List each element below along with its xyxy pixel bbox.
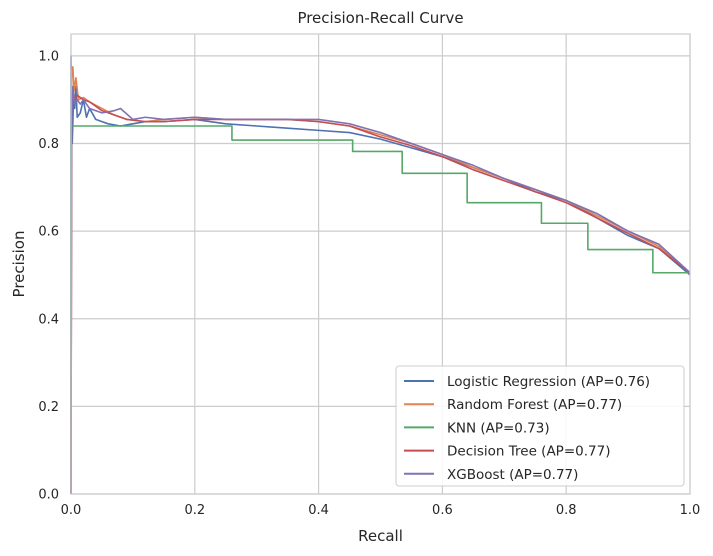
y-tick-label: 0.8 xyxy=(38,137,59,152)
x-tick-label: 0.2 xyxy=(184,503,205,518)
plot-frame xyxy=(70,33,691,495)
legend-label-logistic-regression: Logistic Regression (AP=0.76) xyxy=(447,374,650,390)
y-axis-label: Precision xyxy=(10,231,28,298)
x-tick-label: 1.0 xyxy=(680,503,701,518)
series-layer xyxy=(70,55,691,495)
series-line-knn xyxy=(70,125,690,494)
chart-title: Precision-Recall Curve xyxy=(297,9,463,27)
x-axis-label: Recall xyxy=(358,527,403,545)
y-tick-label: 0.2 xyxy=(38,400,59,415)
x-tick-label: 0.6 xyxy=(432,503,453,518)
y-tick-labels: 0.0 0.2 0.4 0.6 0.8 1.0 xyxy=(38,49,59,502)
y-tick-label: 0.4 xyxy=(38,312,59,327)
legend-box xyxy=(395,365,685,487)
legend-label-decision-tree: Decision Tree (AP=0.77) xyxy=(447,444,610,460)
y-tick-label: 1.0 xyxy=(38,49,59,64)
y-tick-label: 0.6 xyxy=(38,225,59,240)
legend-label-xgboost: XGBoost (AP=0.77) xyxy=(447,467,578,483)
x-tick-label: 0.0 xyxy=(61,503,82,518)
legend-label-knn: KNN (AP=0.73) xyxy=(447,420,550,436)
legend-label-random-forest: Random Forest (AP=0.77) xyxy=(447,397,622,413)
x-tick-label: 0.8 xyxy=(556,503,577,518)
legend: Logistic Regression (AP=0.76) Random Fore… xyxy=(395,365,685,487)
series-line-xgboost xyxy=(70,85,691,495)
y-tick-label: 0.0 xyxy=(38,488,59,503)
x-tick-label: 0.4 xyxy=(308,503,329,518)
x-tick-labels: 0.0 0.2 0.4 0.6 0.8 1.0 xyxy=(61,503,701,518)
